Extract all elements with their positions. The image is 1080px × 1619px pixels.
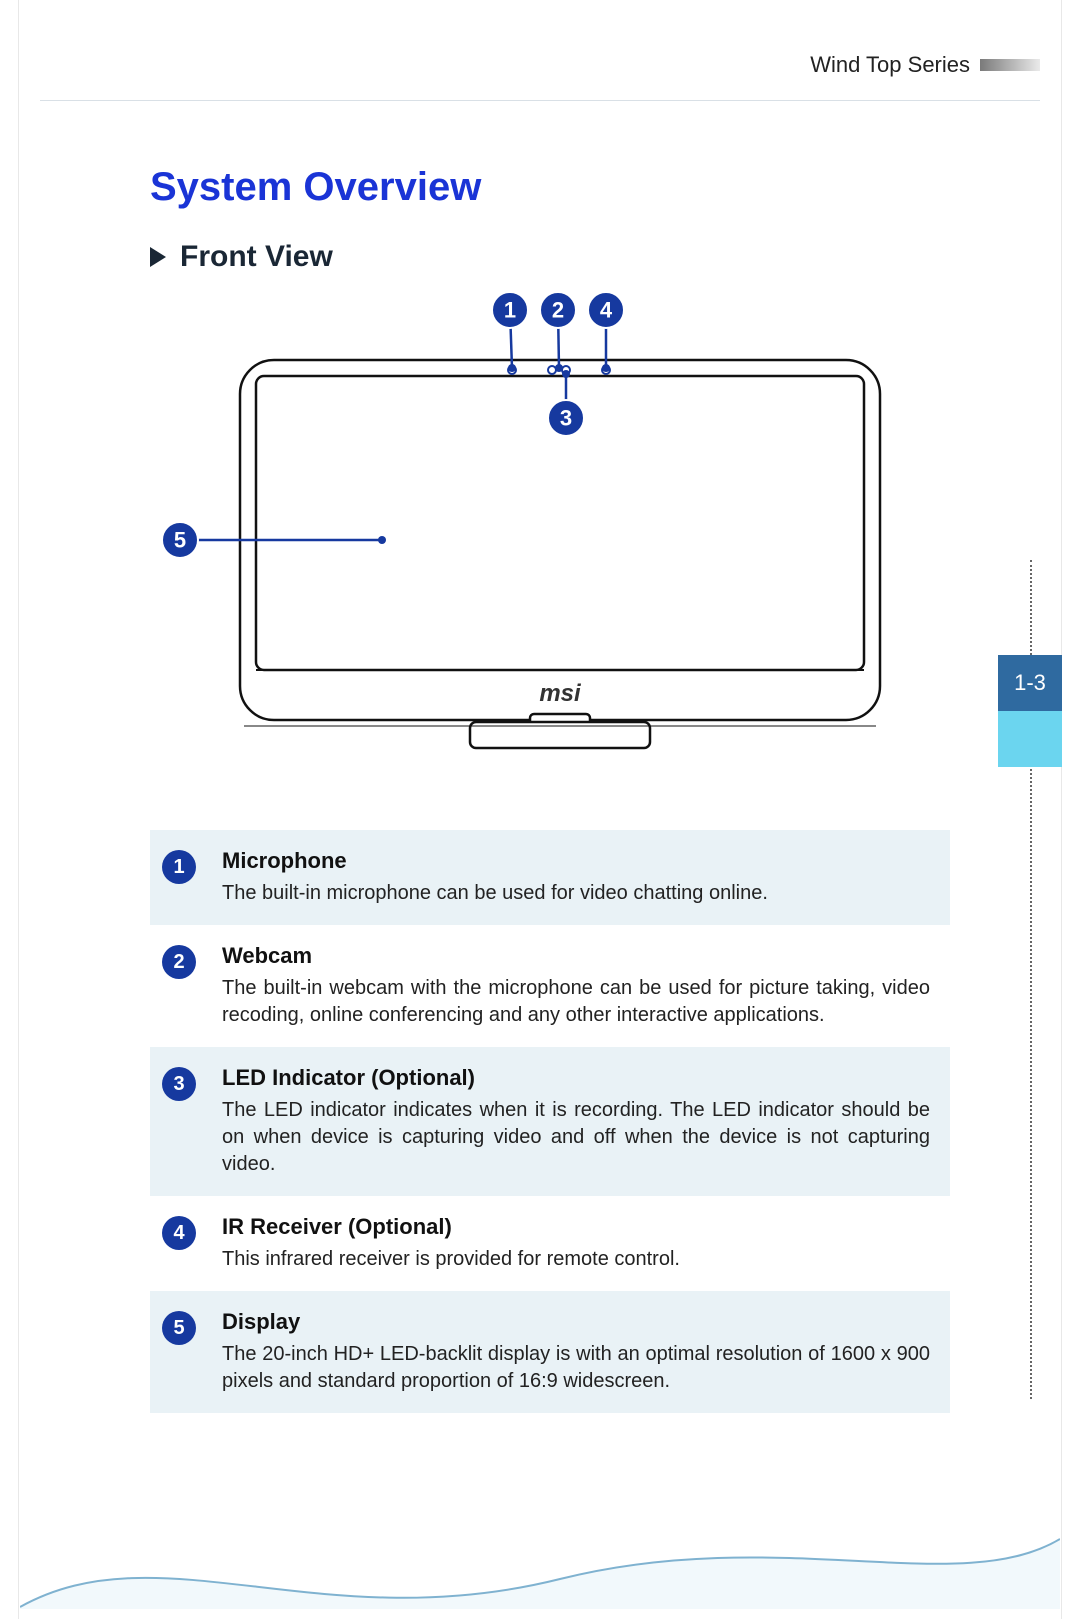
page-number-tab-accent [998, 711, 1062, 767]
arrow-right-icon [150, 247, 166, 267]
page-number-tab: 1-3 [998, 655, 1062, 711]
series-name: Wind Top Series [810, 52, 970, 78]
legend-item-desc: This infrared receiver is provided for r… [222, 1246, 930, 1273]
legend-item: 4 IR Receiver (Optional) This infrared rec… [150, 1196, 950, 1291]
legend-item: 2 Webcam The built-in webcam with the micr… [150, 925, 950, 1047]
header: Wind Top Series [810, 52, 1040, 78]
footer-swoosh [20, 1489, 1060, 1609]
manual-page: Wind Top Series 1-3 System Overview Fron… [0, 0, 1080, 1619]
callout-number: 3 [560, 406, 572, 431]
legend-list: 1 Microphone The built-in microphone can b… [150, 830, 950, 1413]
legend-item-desc: The built-in microphone can be used for … [222, 880, 930, 907]
legend-item-title: Microphone [222, 848, 930, 874]
legend-body: LED Indicator (Optional) The LED indicato… [222, 1065, 930, 1178]
legend-item-title: Display [222, 1309, 930, 1335]
legend-item-desc: The built-in webcam with the microphone … [222, 975, 930, 1029]
legend-number-badge: 1 [162, 850, 196, 884]
legend-number-badge: 3 [162, 1067, 196, 1101]
legend-item: 1 Microphone The built-in microphone can b… [150, 830, 950, 925]
page-number: 1-3 [1014, 670, 1046, 696]
header-accent-bar [980, 59, 1040, 71]
page-title: System Overview [150, 165, 950, 210]
legend-body: IR Receiver (Optional) This infrared rece… [222, 1214, 930, 1273]
legend-item-title: LED Indicator (Optional) [222, 1065, 930, 1091]
legend-item-desc: The LED indicator indicates when it is r… [222, 1097, 930, 1178]
legend-item: 3 LED Indicator (Optional) The LED indicat… [150, 1047, 950, 1196]
legend-item-desc: The 20-inch HD+ LED-backlit display is w… [222, 1341, 930, 1395]
callout-number: 4 [600, 298, 613, 323]
callout-number: 5 [174, 528, 186, 553]
legend-item-title: Webcam [222, 943, 930, 969]
front-view-diagram: msi 1 2 4 3 5 [150, 290, 950, 770]
section-heading-row: Front View [150, 240, 950, 274]
callout-number: 1 [504, 298, 516, 323]
legend-item-title: IR Receiver (Optional) [222, 1214, 930, 1240]
legend-body: Webcam The built-in webcam with the micro… [222, 943, 930, 1029]
brand-logo-text: msi [539, 680, 582, 707]
legend-body: Display The 20-inch HD+ LED-backlit displ… [222, 1309, 930, 1395]
legend-item: 5 Display The 20-inch HD+ LED-backlit disp… [150, 1291, 950, 1413]
section-heading: Front View [180, 240, 333, 274]
legend-number-badge: 5 [162, 1311, 196, 1345]
legend-number-badge: 4 [162, 1216, 196, 1250]
header-rule [40, 100, 1040, 101]
legend-number-badge: 2 [162, 945, 196, 979]
legend-body: Microphone The built-in microphone can be… [222, 848, 930, 907]
callout-number: 2 [552, 298, 564, 323]
diagram-svg: msi 1 2 4 3 5 [150, 290, 950, 770]
